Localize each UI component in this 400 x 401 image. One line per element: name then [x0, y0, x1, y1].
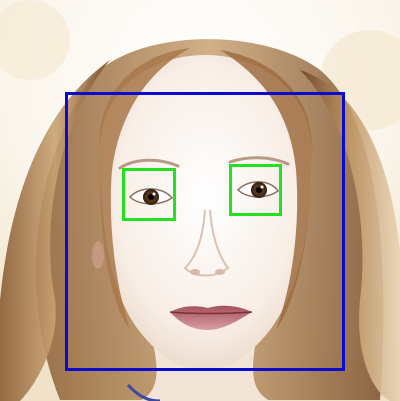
eye-detection-box [229, 164, 282, 216]
face-detection-box [65, 92, 345, 371]
lips [170, 305, 252, 330]
eye-detection-box [122, 168, 176, 221]
face-skin [100, 55, 313, 370]
